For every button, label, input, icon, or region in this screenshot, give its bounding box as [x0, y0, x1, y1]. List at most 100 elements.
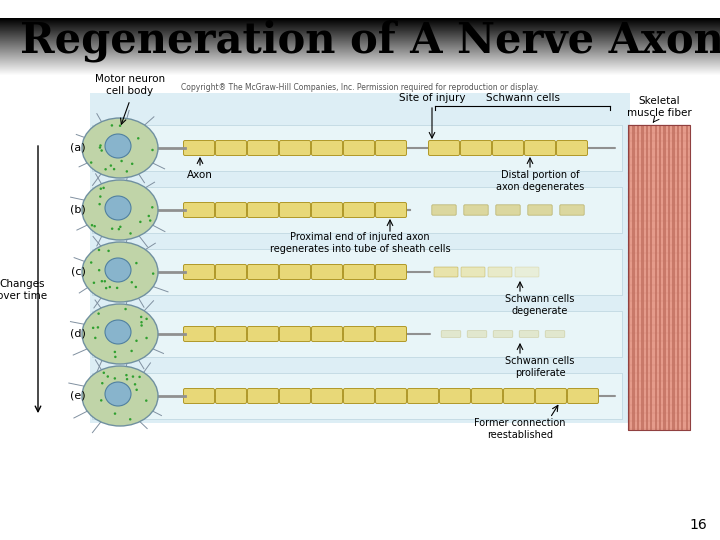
FancyBboxPatch shape: [248, 388, 279, 403]
Text: Copyright® The McGraw-Hill Companies, Inc. Permission required for reproduction : Copyright® The McGraw-Hill Companies, In…: [181, 83, 539, 92]
FancyBboxPatch shape: [279, 140, 310, 156]
Text: 16: 16: [689, 518, 707, 532]
Ellipse shape: [149, 219, 151, 222]
Bar: [663, 125, 666, 430]
Ellipse shape: [111, 124, 113, 127]
FancyBboxPatch shape: [312, 327, 343, 341]
Text: Skeletal
muscle fiber: Skeletal muscle fiber: [626, 97, 691, 118]
FancyBboxPatch shape: [343, 140, 374, 156]
Ellipse shape: [99, 146, 102, 148]
Bar: [639, 125, 642, 430]
Ellipse shape: [140, 316, 143, 318]
Ellipse shape: [116, 287, 118, 289]
Text: Site of injury: Site of injury: [399, 93, 465, 103]
Ellipse shape: [132, 375, 134, 378]
Bar: [637, 125, 639, 430]
FancyBboxPatch shape: [215, 327, 246, 341]
Ellipse shape: [151, 148, 154, 151]
Bar: [661, 125, 663, 430]
Bar: [642, 125, 644, 430]
FancyBboxPatch shape: [184, 327, 215, 341]
Text: Regeneration of A Nerve Axon: Regeneration of A Nerve Axon: [20, 19, 720, 62]
Ellipse shape: [98, 249, 100, 251]
FancyBboxPatch shape: [536, 388, 567, 403]
Ellipse shape: [107, 375, 109, 378]
Bar: [632, 125, 634, 430]
Ellipse shape: [130, 350, 133, 352]
Text: (c): (c): [71, 267, 86, 277]
FancyBboxPatch shape: [376, 265, 407, 280]
FancyBboxPatch shape: [545, 330, 564, 338]
Ellipse shape: [109, 164, 112, 167]
Ellipse shape: [137, 137, 140, 139]
Ellipse shape: [114, 350, 116, 353]
Text: Changes
over time: Changes over time: [0, 279, 47, 301]
Ellipse shape: [101, 280, 103, 282]
Ellipse shape: [109, 286, 111, 288]
Ellipse shape: [96, 326, 99, 329]
Ellipse shape: [90, 161, 92, 164]
FancyBboxPatch shape: [560, 205, 584, 215]
FancyBboxPatch shape: [215, 388, 246, 403]
FancyBboxPatch shape: [312, 202, 343, 218]
Ellipse shape: [125, 374, 127, 376]
Bar: [668, 125, 670, 430]
FancyBboxPatch shape: [441, 330, 461, 338]
FancyBboxPatch shape: [376, 202, 407, 218]
FancyBboxPatch shape: [524, 140, 556, 156]
Text: (e): (e): [70, 391, 86, 401]
FancyBboxPatch shape: [496, 205, 521, 215]
Ellipse shape: [114, 413, 116, 415]
Ellipse shape: [140, 324, 143, 327]
Bar: [681, 125, 683, 430]
Ellipse shape: [82, 118, 158, 178]
Text: Proximal end of injured axon
regenerates into tube of sheath cells: Proximal end of injured axon regenerates…: [270, 232, 450, 254]
Ellipse shape: [148, 215, 150, 217]
Ellipse shape: [99, 187, 102, 190]
FancyBboxPatch shape: [472, 388, 503, 403]
Ellipse shape: [125, 308, 127, 310]
Ellipse shape: [104, 280, 106, 282]
Ellipse shape: [119, 226, 122, 228]
FancyBboxPatch shape: [528, 205, 552, 215]
Ellipse shape: [139, 221, 142, 223]
Ellipse shape: [105, 287, 107, 289]
Ellipse shape: [102, 187, 105, 189]
Ellipse shape: [92, 327, 94, 329]
FancyBboxPatch shape: [464, 205, 488, 215]
Ellipse shape: [82, 242, 158, 302]
FancyBboxPatch shape: [312, 140, 343, 156]
Ellipse shape: [135, 389, 138, 391]
Ellipse shape: [105, 196, 131, 220]
Text: (b): (b): [70, 205, 86, 215]
Ellipse shape: [125, 170, 128, 173]
FancyBboxPatch shape: [408, 388, 438, 403]
Ellipse shape: [126, 378, 128, 381]
Bar: [675, 125, 677, 430]
FancyBboxPatch shape: [184, 388, 215, 403]
FancyBboxPatch shape: [279, 265, 310, 280]
FancyBboxPatch shape: [215, 265, 246, 280]
Ellipse shape: [140, 321, 143, 323]
Ellipse shape: [102, 372, 105, 374]
Ellipse shape: [113, 168, 115, 171]
Bar: [92, 125, 622, 171]
FancyBboxPatch shape: [557, 140, 588, 156]
FancyBboxPatch shape: [215, 202, 246, 218]
Ellipse shape: [99, 195, 102, 198]
Bar: [657, 125, 659, 430]
FancyBboxPatch shape: [343, 202, 374, 218]
Ellipse shape: [145, 400, 148, 402]
Ellipse shape: [129, 418, 132, 421]
FancyBboxPatch shape: [279, 202, 310, 218]
FancyBboxPatch shape: [279, 388, 310, 403]
FancyBboxPatch shape: [428, 140, 459, 156]
Bar: [679, 125, 681, 430]
Bar: [644, 125, 646, 430]
Ellipse shape: [94, 225, 96, 227]
Ellipse shape: [101, 382, 104, 384]
Ellipse shape: [104, 168, 107, 171]
Ellipse shape: [100, 399, 102, 402]
Ellipse shape: [135, 286, 137, 288]
FancyBboxPatch shape: [439, 388, 470, 403]
